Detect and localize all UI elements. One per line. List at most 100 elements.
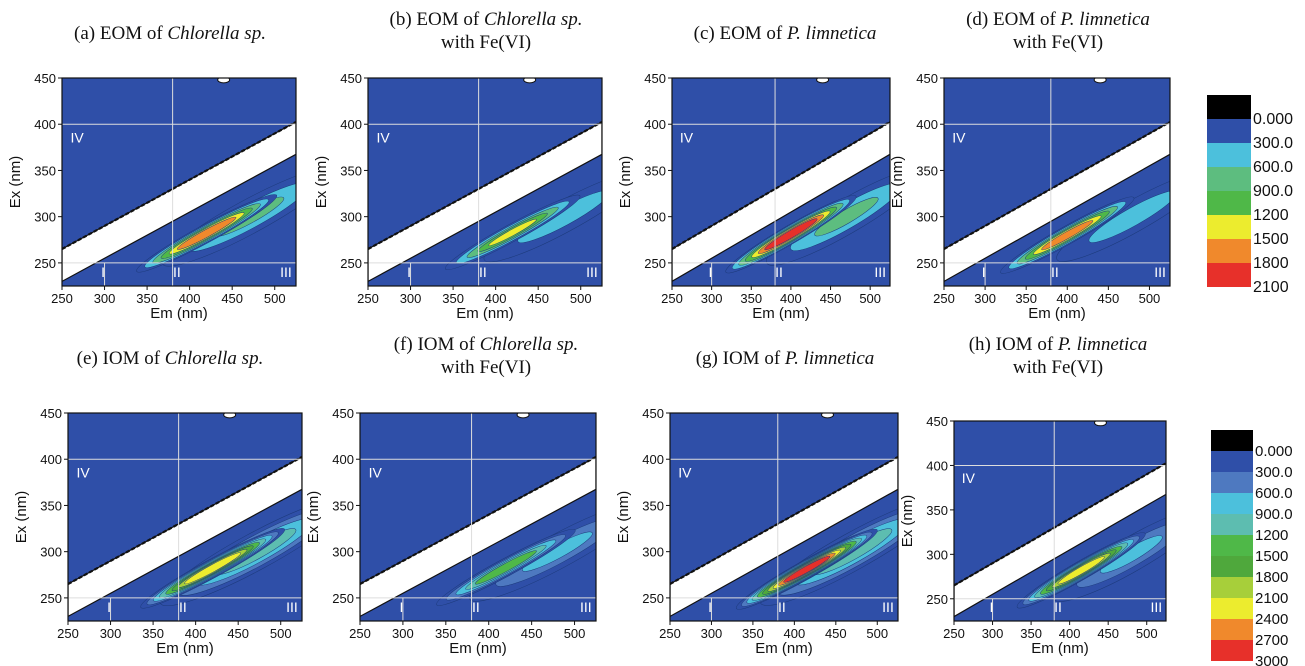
y-tick-label: 300: [916, 210, 938, 225]
y-tick-label: 450: [340, 71, 362, 86]
y-tick-label: 350: [340, 163, 362, 178]
title-prefix: (g) IOM of: [695, 348, 785, 369]
x-tick-label: 450: [227, 626, 249, 641]
region-label: III: [586, 264, 598, 280]
y-axis-label: Ex (nm): [13, 491, 30, 544]
x-tick-label: 400: [1056, 291, 1078, 306]
x-tick-label: 500: [866, 626, 888, 641]
x-tick-label: 250: [933, 291, 955, 306]
panel-title: (c) EOM of P. limnetica: [694, 22, 877, 45]
legend-swatch: [1211, 493, 1253, 514]
y-tick-label: 400: [916, 117, 938, 132]
legend-label: 900.0: [1253, 183, 1293, 200]
y-tick-label: 400: [332, 452, 354, 467]
region-label: IV: [71, 130, 85, 146]
y-tick-label: 350: [916, 163, 938, 178]
legend-label: 300.0: [1253, 135, 1293, 152]
x-tick-label: 450: [825, 626, 847, 641]
legend-label: 1800: [1255, 569, 1288, 586]
region-label: III: [874, 264, 886, 280]
region-label: I: [989, 599, 993, 615]
contour-level: [1041, 220, 1094, 251]
x-tick-label: 300: [982, 626, 1004, 641]
y-tick-label: 300: [340, 210, 362, 225]
region-label: IV: [680, 130, 694, 146]
x-tick-label: 350: [1015, 291, 1037, 306]
legend-swatch: [1211, 472, 1253, 493]
contour-level: [783, 555, 831, 583]
legend-swatch: [1207, 119, 1251, 143]
band-edge: [68, 455, 302, 585]
legend-label: 900.0: [1255, 506, 1293, 523]
region-label: I: [708, 599, 712, 615]
x-axis-label: Em (nm): [156, 640, 214, 657]
y-tick-label: 350: [34, 163, 56, 178]
panel-title: (h) IOM of P. limnetica with Fe(VI): [969, 333, 1148, 379]
band-edge: [368, 120, 602, 250]
region-label: V: [584, 130, 594, 146]
y-tick-label: 400: [40, 452, 62, 467]
region-label: II: [775, 264, 783, 280]
y-tick-label: 450: [40, 406, 62, 421]
legend-swatch: [1211, 451, 1253, 472]
plot-frame: [359, 412, 597, 622]
y-tick-label: 250: [40, 591, 62, 606]
x-tick-label: 350: [742, 626, 764, 641]
y-tick-label: 400: [642, 452, 664, 467]
region-label: V: [284, 465, 294, 481]
legend-label: 1800: [1253, 255, 1289, 272]
y-tick-label: 250: [642, 591, 664, 606]
y-tick-label: 350: [644, 163, 666, 178]
y-tick-label: 300: [34, 210, 56, 225]
x-tick-label: 450: [521, 626, 543, 641]
x-tick-label: 400: [1059, 626, 1081, 641]
x-tick-label: 450: [221, 291, 243, 306]
y-tick-label: 250: [340, 256, 362, 271]
legend-label: 1500: [1253, 231, 1289, 248]
artifact-dot: [523, 78, 537, 84]
x-tick-label: 450: [1097, 626, 1119, 641]
region-label: II: [173, 264, 181, 280]
x-tick-label: 500: [859, 291, 881, 306]
legend-label: 2400: [1255, 611, 1288, 628]
band-edge: [62, 120, 296, 250]
title-species: P. limnetica: [787, 23, 877, 44]
x-tick-label: 500: [264, 291, 286, 306]
y-tick-label: 350: [642, 498, 664, 513]
y-tick-label: 450: [916, 71, 938, 86]
contour-level: [475, 550, 537, 585]
plot-frame: [61, 77, 297, 287]
title-prefix: (c) EOM of: [693, 23, 788, 44]
region-label: I: [708, 264, 712, 280]
band-edge: [670, 455, 898, 585]
x-tick-label: 350: [136, 291, 158, 306]
x-tick-label: 450: [1098, 291, 1120, 306]
y-axis-label: Ex (nm): [889, 156, 906, 209]
region-label: V: [1149, 470, 1159, 486]
y-tick-label: 300: [40, 545, 62, 560]
plot-frame: [943, 77, 1171, 287]
y-tick-label: 250: [332, 591, 354, 606]
region-label: I: [101, 264, 105, 280]
x-tick-label: 400: [485, 291, 507, 306]
x-tick-label: 250: [349, 626, 371, 641]
plot-area: [954, 421, 1166, 621]
y-tick-label: 450: [926, 414, 948, 429]
artifact-dot: [223, 413, 237, 419]
y-tick-label: 450: [644, 71, 666, 86]
y-tick-label: 450: [332, 406, 354, 421]
y-tick-label: 450: [34, 71, 56, 86]
artifact-dot: [816, 78, 830, 84]
legend-label: 1200: [1255, 527, 1288, 544]
title-species: P. limnetica: [784, 348, 875, 369]
y-axis-label: Ex (nm): [617, 156, 634, 209]
legend-label: 0.000: [1255, 443, 1293, 460]
region-label: II: [179, 599, 187, 615]
region-label: IV: [77, 465, 91, 481]
rayleigh-band: [368, 121, 602, 283]
